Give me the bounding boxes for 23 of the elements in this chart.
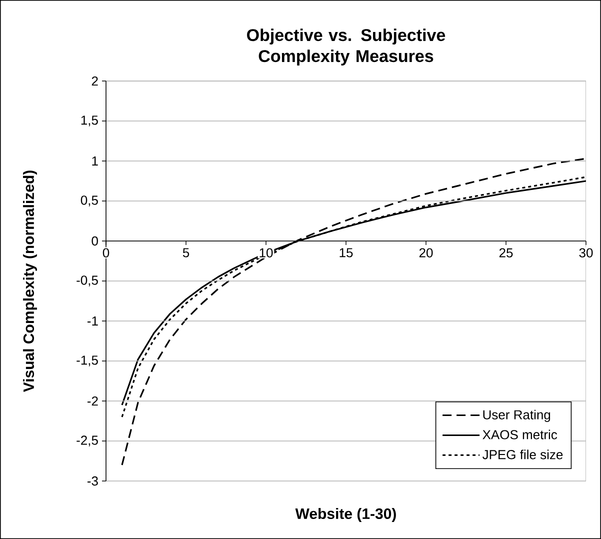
y-tick-label: 1 [92, 156, 98, 166]
y-axis-title: Visual Complexity (normalized) [23, 170, 37, 392]
y-tick-label: -1 [87, 316, 98, 326]
y-tick-label: -1,5 [76, 356, 98, 366]
legend-label: User Rating [483, 410, 550, 422]
y-tick-label: 1,5 [81, 116, 98, 126]
legend-label: JPEG file size [482, 450, 563, 460]
x-tick-label: 5 [182, 248, 190, 258]
x-tick-label: 25 [499, 248, 513, 258]
y-tick-label: 0 [92, 236, 98, 246]
x-axis-title: Website (1-30) [295, 508, 396, 522]
x-tick-label: 0 [102, 248, 110, 258]
x-tick-label: 20 [419, 248, 433, 258]
y-tick-label: -0,5 [76, 276, 98, 286]
x-tick-label: 30 [579, 248, 593, 258]
x-tick-label: 15 [340, 248, 353, 258]
y-tick-label: -2 [87, 396, 98, 406]
y-tick-label: 2 [92, 76, 98, 86]
y-tick-label: -2,5 [76, 436, 98, 446]
y-tick-label: -3 [87, 476, 98, 486]
chart-title: Objective vs. Subjective Complexity Measures [247, 28, 446, 66]
legend-label: XAOS metric [482, 430, 558, 440]
y-tick-label: 0,5 [80, 196, 98, 206]
